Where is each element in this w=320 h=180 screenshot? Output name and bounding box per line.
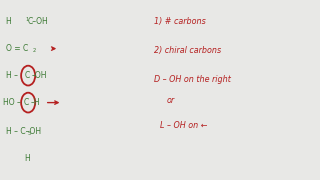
- Text: 5: 5: [28, 131, 31, 136]
- Text: –OH: –OH: [32, 71, 47, 80]
- Text: H –: H –: [6, 71, 21, 80]
- Text: L – OH on ←: L – OH on ←: [160, 122, 207, 130]
- Text: H: H: [24, 154, 30, 163]
- Text: 2) chiral carbons: 2) chiral carbons: [154, 46, 221, 55]
- Text: 1) # carbons: 1) # carbons: [154, 17, 205, 26]
- Text: H – C–OH: H – C–OH: [6, 127, 42, 136]
- Text: –H: –H: [31, 98, 41, 107]
- Text: or: or: [166, 96, 174, 105]
- Text: HO –: HO –: [3, 98, 23, 107]
- Text: 2: 2: [33, 48, 36, 53]
- Text: C: C: [24, 98, 29, 107]
- Text: C–OH: C–OH: [27, 17, 48, 26]
- Text: 1: 1: [26, 17, 29, 22]
- Text: D – OH on the right: D – OH on the right: [154, 75, 230, 84]
- Text: C: C: [25, 71, 30, 80]
- Text: O = C: O = C: [6, 44, 29, 53]
- Text: H: H: [6, 17, 14, 26]
